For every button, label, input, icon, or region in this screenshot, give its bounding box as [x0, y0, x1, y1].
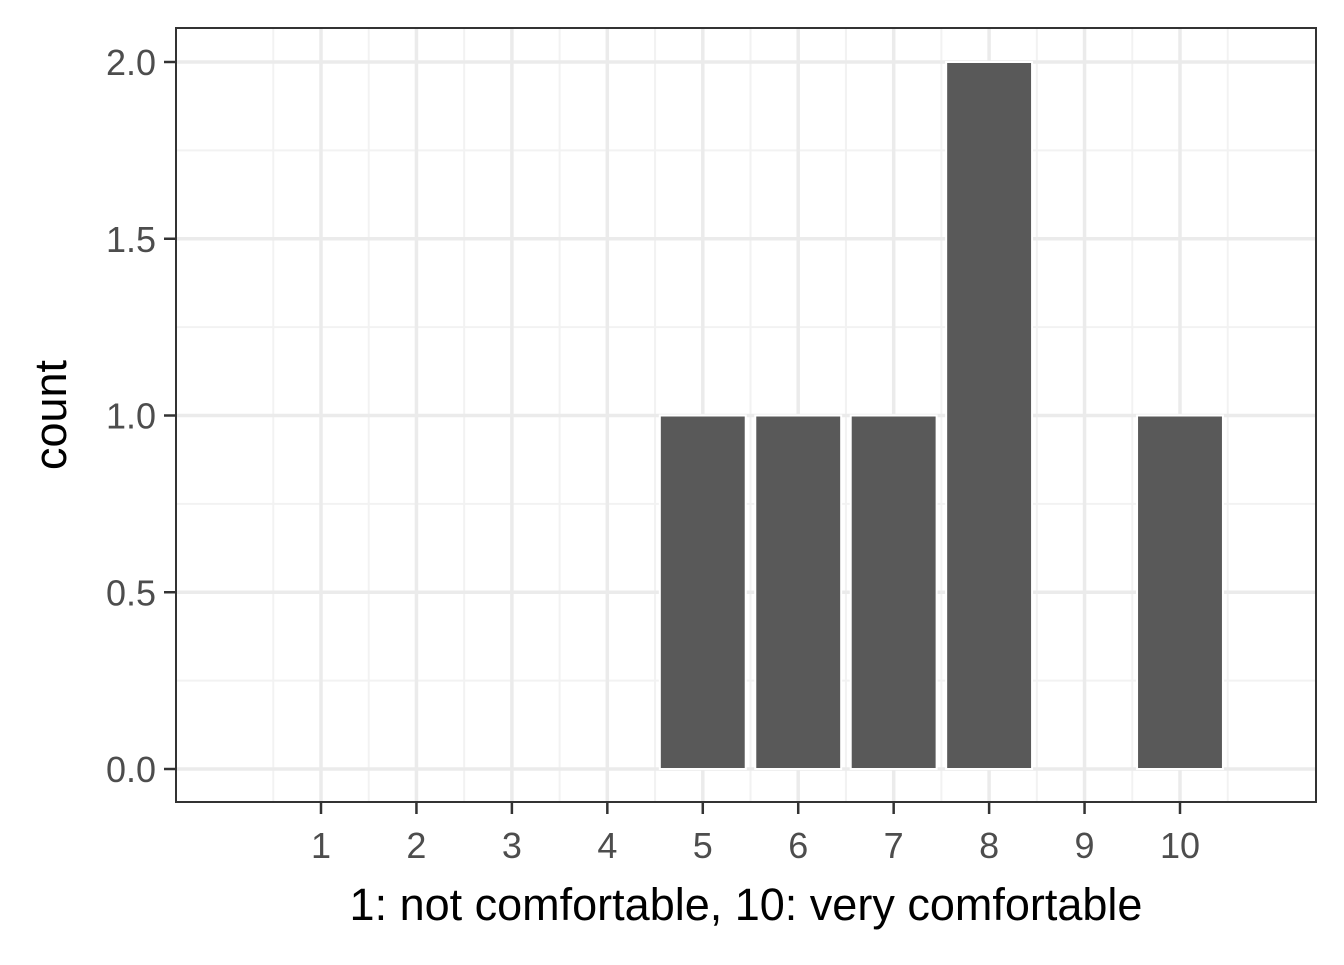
y-tick-label: 0.0 — [106, 749, 156, 790]
y-axis-title: count — [25, 359, 76, 470]
x-tick-label: 10 — [1160, 825, 1200, 866]
x-tick-label: 2 — [406, 825, 426, 866]
x-tick-label: 8 — [979, 825, 999, 866]
x-tick-label: 4 — [597, 825, 617, 866]
x-axis-title: 1: not comfortable, 10: very comfortable — [350, 879, 1143, 930]
x-tick-label: 6 — [788, 825, 808, 866]
bar — [945, 61, 1034, 770]
x-tick-label: 7 — [884, 825, 904, 866]
x-tick-label: 9 — [1075, 825, 1095, 866]
x-axis: 1 2 3 4 5 6 7 8 9 10 — [311, 802, 1200, 866]
x-tick-label: 5 — [693, 825, 713, 866]
x-tick-label: 3 — [502, 825, 522, 866]
x-tick-label: 1 — [311, 825, 331, 866]
bar — [1136, 414, 1224, 770]
bars — [658, 61, 1224, 770]
y-tick-label: 0.5 — [106, 572, 156, 613]
y-tick-label: 2.0 — [106, 42, 156, 83]
bar — [658, 414, 747, 770]
bar — [754, 414, 843, 770]
y-tick-label: 1.0 — [106, 396, 156, 437]
y-axis: 0.0 0.5 1.0 1.5 2.0 — [106, 42, 176, 790]
y-tick-label: 1.5 — [106, 219, 156, 260]
bar — [849, 414, 938, 770]
